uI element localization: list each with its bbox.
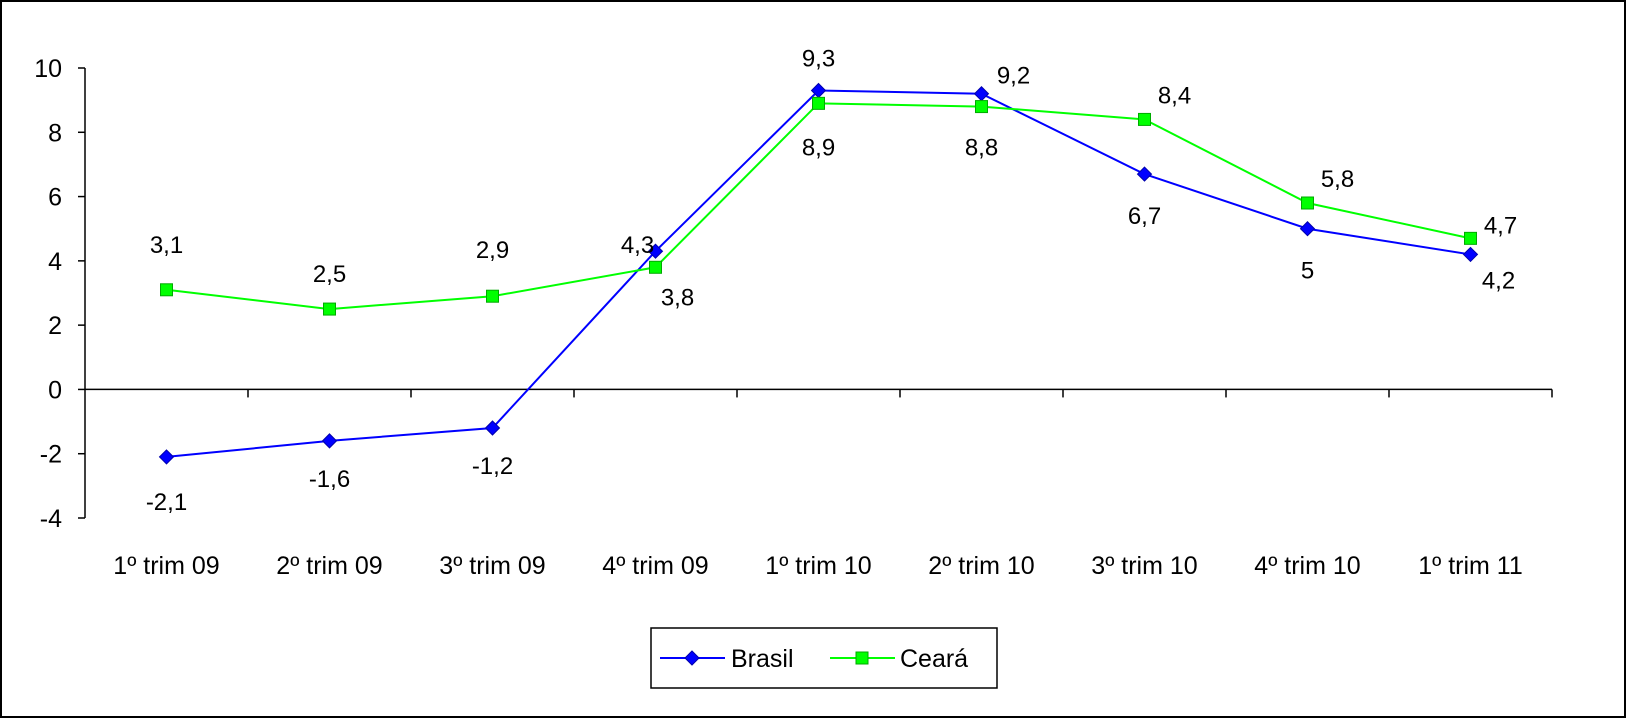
brasil-point [321, 433, 338, 449]
ceara-point [812, 96, 825, 110]
y-tick-label: -2 [40, 441, 62, 469]
brasil-point [158, 449, 175, 465]
ceara-point [1301, 196, 1314, 210]
data-label: 5,8 [1321, 166, 1354, 193]
ceara-point [649, 260, 662, 274]
legend-diamond-icon [684, 650, 700, 666]
ceara-point [486, 289, 499, 303]
ceara-point [975, 100, 988, 114]
y-tick-label: 10 [34, 55, 62, 83]
data-label: 2,9 [476, 237, 509, 264]
data-label: 9,3 [802, 46, 835, 73]
data-label: 8,9 [802, 134, 835, 161]
ceara-point [1464, 231, 1477, 245]
x-tick-label: 3º trim 10 [1091, 552, 1197, 580]
x-tick-label: 1º trim 09 [113, 552, 219, 580]
data-label: -1,2 [472, 453, 513, 480]
x-tick-label: 1º trim 10 [765, 552, 871, 580]
data-label: 8,4 [1158, 82, 1191, 109]
data-label: 6,7 [1128, 203, 1161, 230]
data-label: -2,1 [146, 489, 187, 516]
x-tick-label: 2º trim 10 [928, 552, 1034, 580]
data-label: 3,8 [661, 284, 694, 311]
data-label: 9,2 [997, 63, 1030, 90]
ceara-point [160, 283, 173, 297]
ceara-point [1138, 112, 1151, 126]
brasil-point [1299, 221, 1316, 237]
y-tick-label: -4 [40, 505, 62, 533]
y-tick-label: 2 [48, 312, 62, 340]
legend-label-brasil: Brasil [731, 645, 794, 673]
legend-label-ceara: Ceará [900, 645, 968, 673]
x-tick-label: 4º trim 09 [602, 552, 708, 580]
y-tick-label: 8 [48, 119, 62, 147]
brasil-point [1462, 246, 1479, 263]
data-label: 4,7 [1484, 212, 1517, 239]
y-tick-label: 6 [48, 184, 62, 212]
data-label: 4,3 [621, 232, 654, 259]
x-tick-label: 2º trim 09 [276, 552, 382, 580]
data-label: 3,1 [150, 232, 183, 259]
legend-square-icon [855, 651, 869, 665]
ceara-point [323, 302, 336, 316]
brasil-point [1136, 166, 1153, 182]
data-label: 5 [1301, 258, 1314, 285]
brasil-point [973, 86, 990, 102]
data-label: 4,2 [1482, 267, 1515, 294]
x-tick-label: 3º trim 09 [439, 552, 545, 580]
data-label: -1,6 [309, 466, 350, 493]
y-tick-label: 0 [48, 376, 62, 404]
y-tick-label: 4 [48, 248, 62, 276]
data-label: 2,5 [313, 261, 346, 288]
brasil-point [647, 243, 664, 259]
x-tick-label: 1º trim 11 [1418, 552, 1523, 580]
x-tick-label: 4º trim 10 [1254, 552, 1360, 580]
data-label: 8,8 [965, 135, 998, 162]
brasil-point [484, 420, 501, 436]
